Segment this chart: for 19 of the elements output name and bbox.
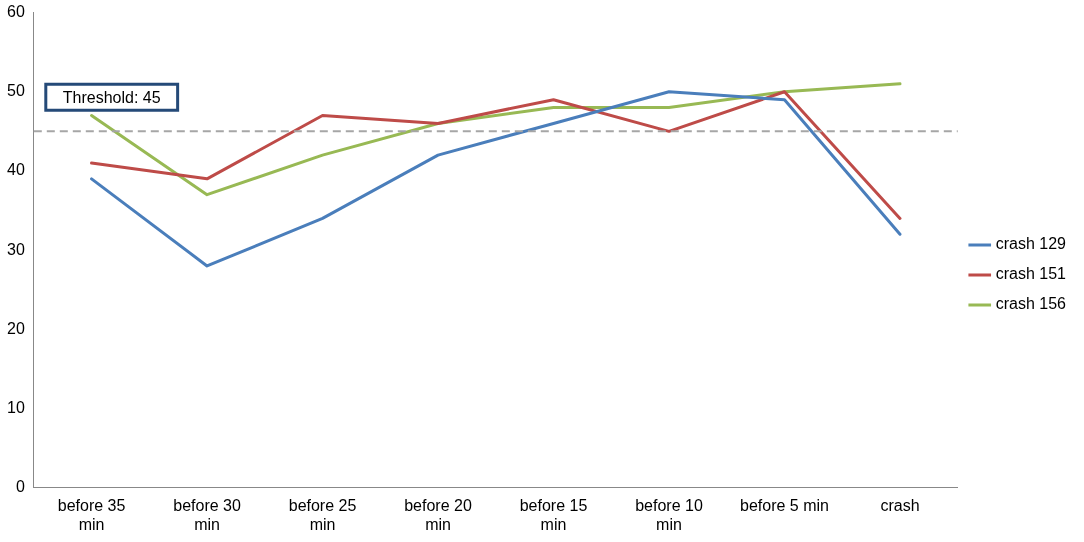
legend-label: crash 156 xyxy=(995,295,1067,313)
legend-label: crash 129 xyxy=(995,235,1067,253)
y-tick-label: 40 xyxy=(7,161,25,179)
x-tick-label: before 30 min xyxy=(173,496,241,533)
x-tick-label: crash xyxy=(880,496,920,514)
ref-line-label: Threshold: 45 xyxy=(62,88,161,106)
y-tick-label: 30 xyxy=(7,240,25,258)
y-tick-label: 50 xyxy=(7,82,25,100)
x-tick-label: before 20 min xyxy=(404,496,472,533)
y-tick-label: 10 xyxy=(7,398,25,416)
legend-label: crash 151 xyxy=(995,265,1067,283)
x-tick-label: before 35 min xyxy=(57,496,126,533)
x-tick-label: before 5 min xyxy=(740,496,829,514)
x-tick-label: before 25 min xyxy=(288,496,357,533)
y-tick-label: 20 xyxy=(7,319,25,337)
x-tick-label: before 15 min xyxy=(519,496,588,533)
y-tick-label: 0 xyxy=(15,478,25,496)
x-tick-label: before 10 min xyxy=(635,496,703,533)
y-tick-label: 60 xyxy=(7,3,25,21)
